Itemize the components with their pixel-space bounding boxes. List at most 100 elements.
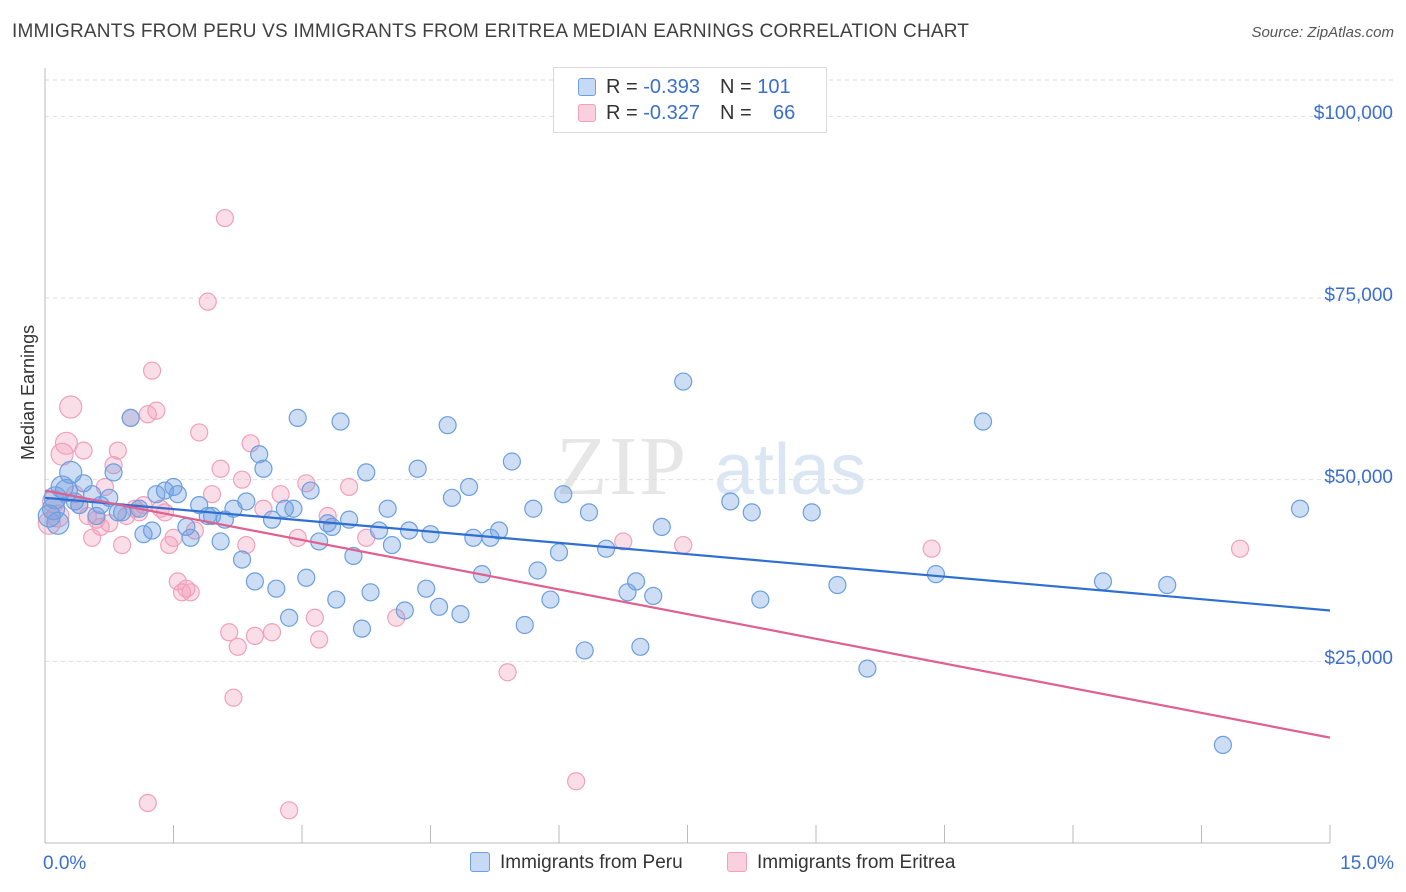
data-point	[322, 517, 342, 537]
axes	[44, 68, 1331, 844]
data-point	[524, 499, 543, 518]
legend-row-eritrea: R = -0.327 N = 66	[578, 102, 795, 125]
data-point	[502, 452, 521, 471]
data-point	[190, 423, 209, 442]
y-tick-label: $75,000	[1324, 285, 1393, 306]
data-point	[59, 395, 83, 419]
data-point	[198, 292, 217, 311]
correlation-legend: R = -0.393 N = 101 R = -0.327 N = 66	[553, 67, 827, 133]
data-point	[549, 543, 569, 562]
data-point	[554, 485, 573, 504]
data-point	[459, 477, 479, 497]
data-point	[922, 539, 941, 558]
data-point	[515, 615, 534, 635]
eritrea-swatch	[578, 104, 596, 122]
data-point	[361, 583, 380, 602]
data-point	[245, 572, 264, 591]
peru-swatch	[578, 78, 596, 96]
data-point	[451, 604, 470, 624]
data-point	[575, 641, 594, 660]
data-point	[631, 637, 650, 656]
data-point	[318, 506, 337, 526]
data-point	[442, 488, 462, 507]
data-point	[567, 772, 586, 791]
data-point	[211, 532, 230, 551]
data-point	[305, 608, 324, 627]
data-point	[973, 412, 993, 431]
watermark-atlas: atlas	[714, 430, 866, 510]
legend-r-value: -0.393	[643, 76, 700, 98]
eritrea-points	[37, 208, 1250, 820]
data-point	[37, 504, 61, 528]
bottom-legend-peru: Immigrants from Peru	[470, 852, 683, 874]
data-point	[417, 579, 436, 598]
data-point	[614, 532, 633, 551]
data-point	[280, 608, 299, 627]
data-point	[46, 504, 70, 528]
data-point	[331, 412, 350, 431]
data-point	[237, 535, 256, 555]
data-point	[421, 525, 440, 544]
legend-n-value: 101	[757, 76, 791, 98]
data-point	[541, 590, 560, 609]
legend-n-label: N =	[719, 76, 758, 98]
data-point	[674, 535, 693, 555]
data-point	[121, 408, 140, 427]
data-point	[357, 463, 376, 482]
data-point	[926, 565, 946, 584]
data-point	[742, 503, 761, 522]
bottom-legend-eritrea: Immigrants from Eritrea	[727, 852, 955, 874]
data-point	[284, 499, 303, 518]
data-point	[59, 460, 83, 484]
data-point	[464, 528, 483, 547]
data-point	[652, 517, 671, 537]
data-point	[104, 456, 123, 475]
data-point	[108, 441, 127, 460]
data-point	[626, 572, 646, 591]
data-point	[395, 601, 414, 620]
data-point	[1230, 539, 1250, 558]
data-point	[438, 416, 457, 435]
data-point	[215, 208, 234, 228]
data-point	[378, 499, 397, 518]
data-point	[489, 521, 509, 540]
data-point	[245, 626, 264, 646]
data-point	[181, 583, 200, 602]
data-point	[112, 535, 132, 555]
data-point	[301, 481, 320, 500]
y-tick-label: $50,000	[1324, 466, 1393, 488]
data-point	[579, 503, 599, 522]
data-point	[1158, 575, 1177, 595]
data-point	[310, 630, 329, 649]
gridlines	[45, 79, 1395, 662]
data-point	[142, 361, 162, 380]
y-tick-label: $100,000	[1313, 103, 1393, 125]
data-point	[1290, 499, 1310, 518]
data-point	[202, 485, 222, 504]
eritrea-trend-line	[44, 489, 1331, 739]
bottom-legend-eritrea-label: Immigrants from Eritrea	[757, 852, 956, 873]
data-point	[271, 485, 290, 504]
legend-row-peru: R = -0.393 N = 101	[578, 76, 791, 99]
legend-r-label: R =	[606, 76, 644, 98]
chart-title: IMMIGRANTS FROM PERU VS IMMIGRANTS FROM …	[12, 21, 970, 42]
eritrea-swatch	[727, 852, 747, 872]
data-point	[644, 586, 663, 606]
trend-lines	[44, 489, 1331, 739]
peru-swatch	[470, 852, 490, 872]
data-point	[1093, 572, 1113, 591]
data-point	[211, 459, 230, 478]
data-point	[280, 801, 299, 820]
data-point	[54, 431, 79, 455]
data-point	[138, 793, 157, 813]
x-tick-label-max: 15.0%	[1340, 853, 1394, 874]
data-point	[751, 590, 770, 609]
data-point	[267, 579, 286, 598]
y-tick-label: $25,000	[1324, 648, 1393, 670]
data-point	[352, 619, 372, 638]
data-point	[288, 408, 307, 427]
data-point	[802, 503, 821, 522]
watermark-zip: ZIP	[556, 420, 688, 513]
data-point	[528, 561, 547, 580]
